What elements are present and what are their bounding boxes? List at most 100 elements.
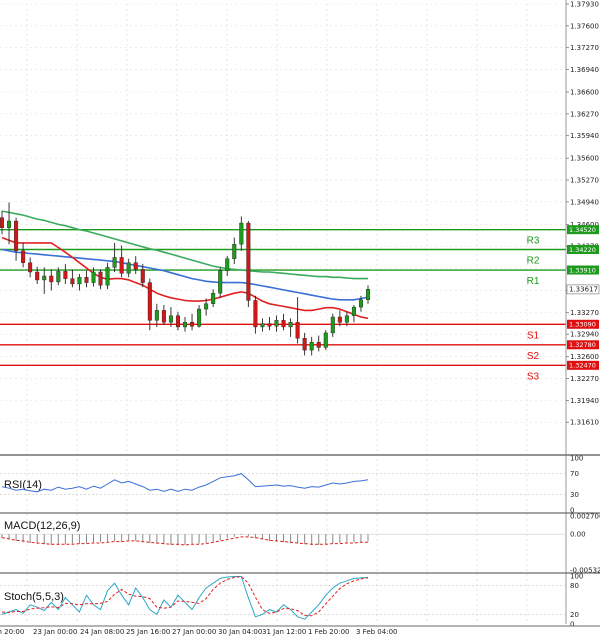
level-name: S1 (527, 330, 540, 341)
price-tick-label: 1.34940 (570, 198, 599, 206)
price-tick-label: 1.34600 (570, 221, 599, 229)
level-badge-label: 1.32780 (569, 341, 596, 349)
stoch-tick-label: 100 (570, 573, 583, 581)
macd-title: MACD(12,26,9) (4, 520, 80, 532)
candle-body (218, 270, 223, 294)
level-badge-label: 1.34520 (569, 226, 596, 234)
current-price-label: 1.33617 (569, 286, 598, 294)
candle-body (260, 323, 265, 328)
time-tick-label: 1 Feb 20:00 (308, 628, 349, 636)
macd-signal-line (1, 536, 368, 546)
level-name: R3 (527, 236, 540, 247)
candle-body (302, 337, 307, 351)
rsi-tick-label: 70 (570, 470, 579, 478)
time-tick-label: 22 Jan 20:00 (0, 628, 24, 636)
price-tick-label: 1.32940 (570, 331, 599, 339)
price-tick-label: 1.33270 (570, 309, 599, 317)
candle-body (28, 262, 33, 273)
candle-body (98, 271, 103, 286)
candle-body (225, 258, 230, 271)
time-tick-label: 31 Jan 12:00 (262, 628, 306, 636)
candle-body (7, 220, 12, 228)
price-tick-label: 1.32270 (570, 375, 599, 383)
level-name: R2 (527, 256, 540, 267)
price-tick-label: 1.32600 (570, 353, 599, 361)
rsi-tick-label: 0 (570, 507, 574, 515)
candle-body (175, 315, 180, 328)
stoch-title: Stoch(5,5,3) (4, 591, 64, 603)
rsi-tick-label: 30 (570, 491, 579, 499)
candle-body (309, 341, 314, 351)
level-badge (567, 340, 599, 350)
price-tick-label: 1.31940 (570, 397, 599, 405)
price-tick-label: 1.36940 (570, 66, 599, 74)
candle-body (21, 250, 26, 263)
rsi-pane: RSI(14) 100 70 30 0 (0, 455, 583, 515)
candle-body (281, 320, 286, 328)
time-tick-label: 25 Jan 16:00 (126, 628, 170, 636)
level-name: S3 (527, 371, 540, 382)
candle-body (63, 271, 68, 279)
stoch-tick-label: 0 (570, 621, 574, 629)
candle-body (91, 271, 96, 283)
rsi-tick-label: 100 (570, 455, 583, 463)
level-badge (567, 319, 599, 329)
moving-averages (1, 210, 369, 320)
macd-tick-label: 0.00 (570, 531, 586, 539)
candle-body (232, 244, 237, 259)
price-tick-label: 1.37600 (570, 22, 599, 30)
candle-body (274, 320, 279, 327)
candle-body (211, 292, 216, 304)
candle-body (14, 220, 19, 252)
current-price-badge (566, 284, 600, 295)
candle-body (351, 306, 356, 316)
time-tick-label: 24 Jan 08:00 (80, 628, 124, 636)
candle-body (246, 222, 251, 301)
candle-body (70, 278, 75, 285)
stoch-tick-label: 80 (570, 582, 579, 590)
candle-body (126, 262, 131, 274)
time-tick-label: 3 Feb 04:00 (356, 628, 397, 636)
candle-body (358, 299, 363, 308)
candle-body (344, 315, 349, 323)
level-badge-label: 1.32470 (569, 362, 596, 370)
price-tick-label: 1.35270 (570, 177, 599, 185)
level-name: R1 (527, 276, 540, 287)
candle-body (42, 275, 47, 281)
price-tick-label: 1.36600 (570, 89, 599, 97)
candle-body (288, 322, 293, 328)
price-tick-label: 1.37270 (570, 44, 599, 52)
level-badge (567, 265, 599, 275)
candle-body (323, 332, 328, 348)
candle-body (197, 308, 202, 327)
time-tick-label: 27 Jan 00:00 (172, 628, 216, 636)
candle-body (182, 322, 187, 328)
candle-body (119, 257, 124, 274)
rsi-line (1, 473, 369, 493)
time-tick-label: 23 Jan 00:00 (33, 628, 77, 636)
grid-lines (0, 3, 566, 624)
support-resistance-levels: R3 R2 R1 S1 S2 S3 (0, 228, 566, 382)
candle-body (105, 267, 110, 286)
macd-tick-label: 0.002706 (570, 513, 600, 521)
ma-line-SMA-green (1, 210, 368, 280)
candle-body (77, 277, 82, 285)
price-tick-label: 1.31610 (570, 419, 599, 427)
candle-body (337, 316, 342, 323)
macd-tick-label: -0.005320 (570, 567, 600, 575)
ma-line-SMA-blue (1, 248, 369, 301)
candle-body (330, 316, 335, 334)
time-tick-label: 30 Jan 04:00 (218, 628, 262, 636)
candle-body (56, 271, 61, 283)
stoch-tick-label: 20 (570, 611, 579, 619)
candle-body (204, 303, 209, 310)
level-badge-label: 1.33910 (569, 266, 596, 274)
candle-body (295, 322, 300, 339)
candle-body (35, 271, 40, 281)
level-badge-label: 1.33090 (569, 321, 596, 329)
macd-pane: MACD(12,26,9) 0.002706 0.00 -0.005320 (0, 513, 600, 575)
pane-frames (0, 454, 600, 574)
